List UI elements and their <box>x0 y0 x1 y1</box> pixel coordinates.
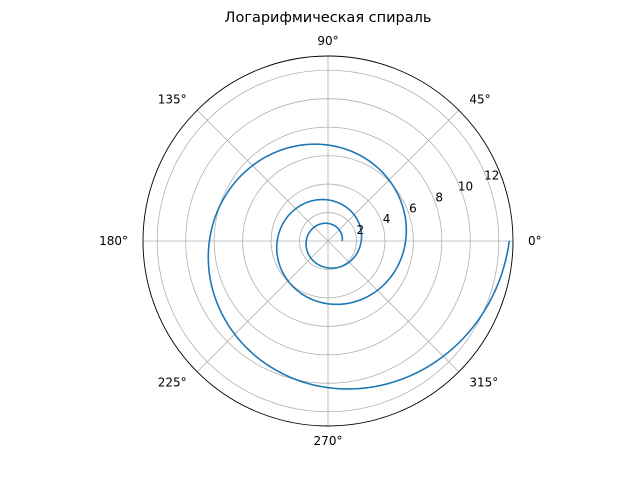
angle-tick-label-315: 315° <box>469 375 498 389</box>
radial-tick-label-6: 6 <box>409 201 417 215</box>
spiral-series-line <box>207 143 511 390</box>
angle-tick-label-135: 135° <box>158 93 187 107</box>
series-layer <box>207 143 511 390</box>
angle-tick-label-270: 270° <box>314 434 343 448</box>
angular-gridline-135 <box>196 109 329 242</box>
tick-labels: 0° 45° 90° 135° 180° 225° 270° 315° 2 4 6 8 10 12 <box>99 34 542 448</box>
radial-tick-label-12: 12 <box>484 169 499 183</box>
grid <box>143 56 513 426</box>
angle-tick-label-180: 180° <box>99 234 128 248</box>
angle-tick-label-90: 90° <box>317 34 338 48</box>
angular-gridline-225 <box>196 240 329 373</box>
radial-tick-label-10: 10 <box>458 180 473 194</box>
angular-gridline-45 <box>327 109 460 242</box>
chart-title: Логарифмическая спираль <box>225 10 432 26</box>
angular-gridline-315 <box>327 240 460 373</box>
radial-tick-label-8: 8 <box>435 190 443 204</box>
angle-tick-label-225: 225° <box>158 375 187 389</box>
angle-tick-label-0: 0° <box>528 234 542 248</box>
frame <box>142 55 514 427</box>
polar-frame <box>142 55 514 427</box>
radial-tick-label-2: 2 <box>356 223 364 237</box>
angle-tick-label-45: 45° <box>469 93 490 107</box>
radial-tick-label-4: 4 <box>383 212 391 226</box>
